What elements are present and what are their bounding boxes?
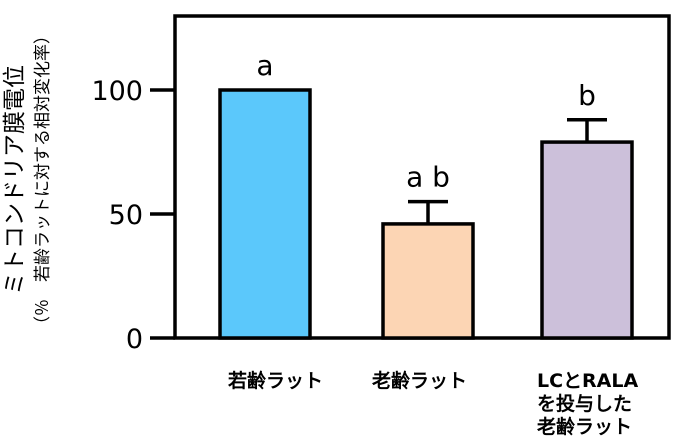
x-category-label-line: 若齢ラット xyxy=(228,370,324,392)
significance-label: b xyxy=(578,79,596,112)
significance-label: a xyxy=(256,49,273,82)
y-tick-label: 0 xyxy=(126,324,143,355)
x-category-label: 若齢ラット xyxy=(228,370,323,393)
x-category-label-line: LCとRALA xyxy=(537,370,639,392)
x-category-label: LCとRALA を投与した 老齢ラット xyxy=(537,370,638,439)
y-tick-label: 100 xyxy=(91,76,143,107)
x-category-label-line: 老齢ラット xyxy=(372,370,468,392)
y-axis-subtitle: （％ 若齢ラットに対する相対変化率） xyxy=(33,27,53,333)
bar xyxy=(381,222,475,340)
y-tick-label: 50 xyxy=(109,200,143,231)
x-category-label-line: を投与した xyxy=(537,393,633,415)
x-category-label: 老齢ラット xyxy=(372,370,467,393)
significance-label: a b xyxy=(406,161,450,194)
bar xyxy=(540,140,634,340)
x-category-label-line: 老齢ラット xyxy=(537,416,633,438)
y-axis-title: ミトコンドリア膜電位 xyxy=(2,65,28,295)
bar xyxy=(218,88,312,340)
